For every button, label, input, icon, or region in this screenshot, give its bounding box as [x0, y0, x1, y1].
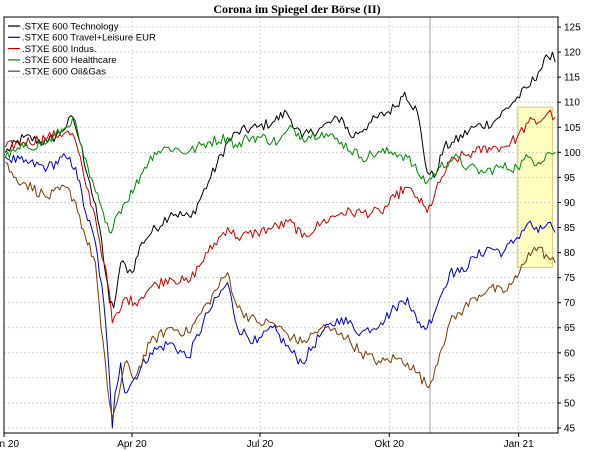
y-tick-label: 45	[564, 423, 576, 434]
y-tick-label: 60	[564, 348, 576, 359]
series-line-1	[5, 153, 556, 429]
x-axis: Jan 20 Apr 20 Jul 20 Okt 20 Jan 21	[0, 433, 534, 450]
chart-title: Corona im Spiegel der Börse (II)	[213, 2, 380, 16]
y-tick-label: 85	[564, 223, 576, 234]
y-tick-label: 95	[564, 173, 576, 184]
y-tick-label: 100	[564, 148, 581, 159]
y-tick-label: 105	[564, 123, 581, 134]
x-tick-label: Jan 20	[0, 439, 19, 450]
legend-label-4: .STXE 600 Oil&Gas	[22, 67, 106, 78]
plot-frame	[3, 16, 559, 434]
series-line-0	[4, 51, 556, 309]
series-line-2	[4, 109, 556, 324]
series-layer	[4, 51, 556, 429]
y-axis: 45 50 55 60 65 70 75 80 85 90 95 100 105 110 115 120 125	[558, 23, 581, 434]
highlight-layer	[516, 106, 553, 269]
legend-label-3: .STXE 600 Healthcare	[22, 55, 117, 66]
legend: .STXE 600 Technology.STXE 600 Travel+Lei…	[8, 21, 156, 78]
y-tick-label: 125	[564, 23, 581, 34]
y-tick-label: 110	[564, 98, 580, 109]
x-tick-label: Jul 20	[247, 439, 274, 450]
y-tick-label: 80	[564, 248, 576, 259]
y-tick-label: 50	[564, 398, 576, 409]
legend-label-1: .STXE 600 Travel+Leisure EUR	[22, 33, 156, 44]
y-tick-label: 75	[564, 273, 576, 284]
y-tick-label: 65	[564, 323, 576, 334]
series-line-4	[5, 161, 556, 419]
y-tick-label: 115	[564, 73, 580, 84]
legend-label-0: .STXE 600 Technology	[22, 21, 119, 32]
grid-layer	[3, 17, 558, 433]
y-tick-label: 90	[564, 198, 576, 209]
highlight-box	[516, 106, 553, 269]
y-tick-label: 55	[564, 373, 576, 384]
legend-label-2: .STXE 600 Indus.	[22, 44, 96, 55]
x-tick-label: Apr 20	[117, 439, 147, 450]
y-tick-label: 70	[564, 298, 576, 309]
series-line-3	[4, 116, 556, 234]
y-tick-label: 120	[564, 48, 581, 59]
x-tick-label: Jan 21	[504, 439, 534, 450]
x-tick-label: Okt 20	[375, 439, 405, 450]
